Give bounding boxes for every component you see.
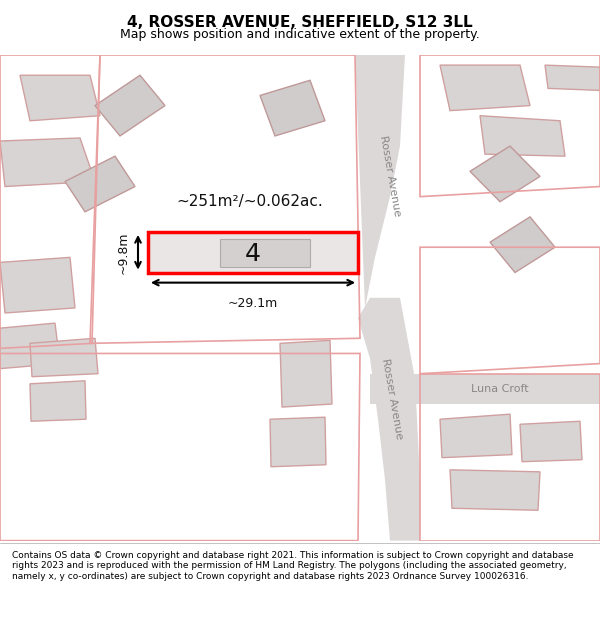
Polygon shape	[30, 338, 98, 377]
Polygon shape	[280, 340, 332, 407]
Polygon shape	[440, 65, 530, 111]
Polygon shape	[220, 239, 310, 268]
Polygon shape	[490, 217, 555, 272]
Polygon shape	[0, 323, 60, 369]
Polygon shape	[470, 146, 540, 202]
Polygon shape	[370, 374, 600, 404]
Text: Luna Croft: Luna Croft	[471, 384, 529, 394]
Text: 4, ROSSER AVENUE, SHEFFIELD, S12 3LL: 4, ROSSER AVENUE, SHEFFIELD, S12 3LL	[127, 16, 473, 31]
Polygon shape	[20, 75, 100, 121]
Text: 4: 4	[245, 242, 261, 266]
Polygon shape	[270, 418, 326, 467]
Polygon shape	[450, 470, 540, 510]
Polygon shape	[30, 381, 86, 421]
Polygon shape	[520, 421, 582, 462]
Polygon shape	[95, 75, 165, 136]
Polygon shape	[0, 258, 75, 313]
Polygon shape	[65, 156, 135, 212]
Text: Rosser Avenue: Rosser Avenue	[380, 357, 404, 440]
Text: Rosser Avenue: Rosser Avenue	[378, 135, 402, 218]
Polygon shape	[148, 232, 358, 272]
Text: Map shows position and indicative extent of the property.: Map shows position and indicative extent…	[120, 28, 480, 41]
Polygon shape	[480, 116, 565, 156]
Polygon shape	[545, 65, 600, 91]
Text: ~9.8m: ~9.8m	[117, 231, 130, 274]
Text: ~251m²/~0.062ac.: ~251m²/~0.062ac.	[176, 194, 323, 209]
Polygon shape	[260, 80, 325, 136]
Polygon shape	[0, 138, 95, 186]
Polygon shape	[358, 298, 420, 541]
Polygon shape	[355, 55, 405, 308]
Polygon shape	[440, 414, 512, 458]
Text: Contains OS data © Crown copyright and database right 2021. This information is : Contains OS data © Crown copyright and d…	[12, 551, 574, 581]
Text: ~29.1m: ~29.1m	[228, 297, 278, 310]
